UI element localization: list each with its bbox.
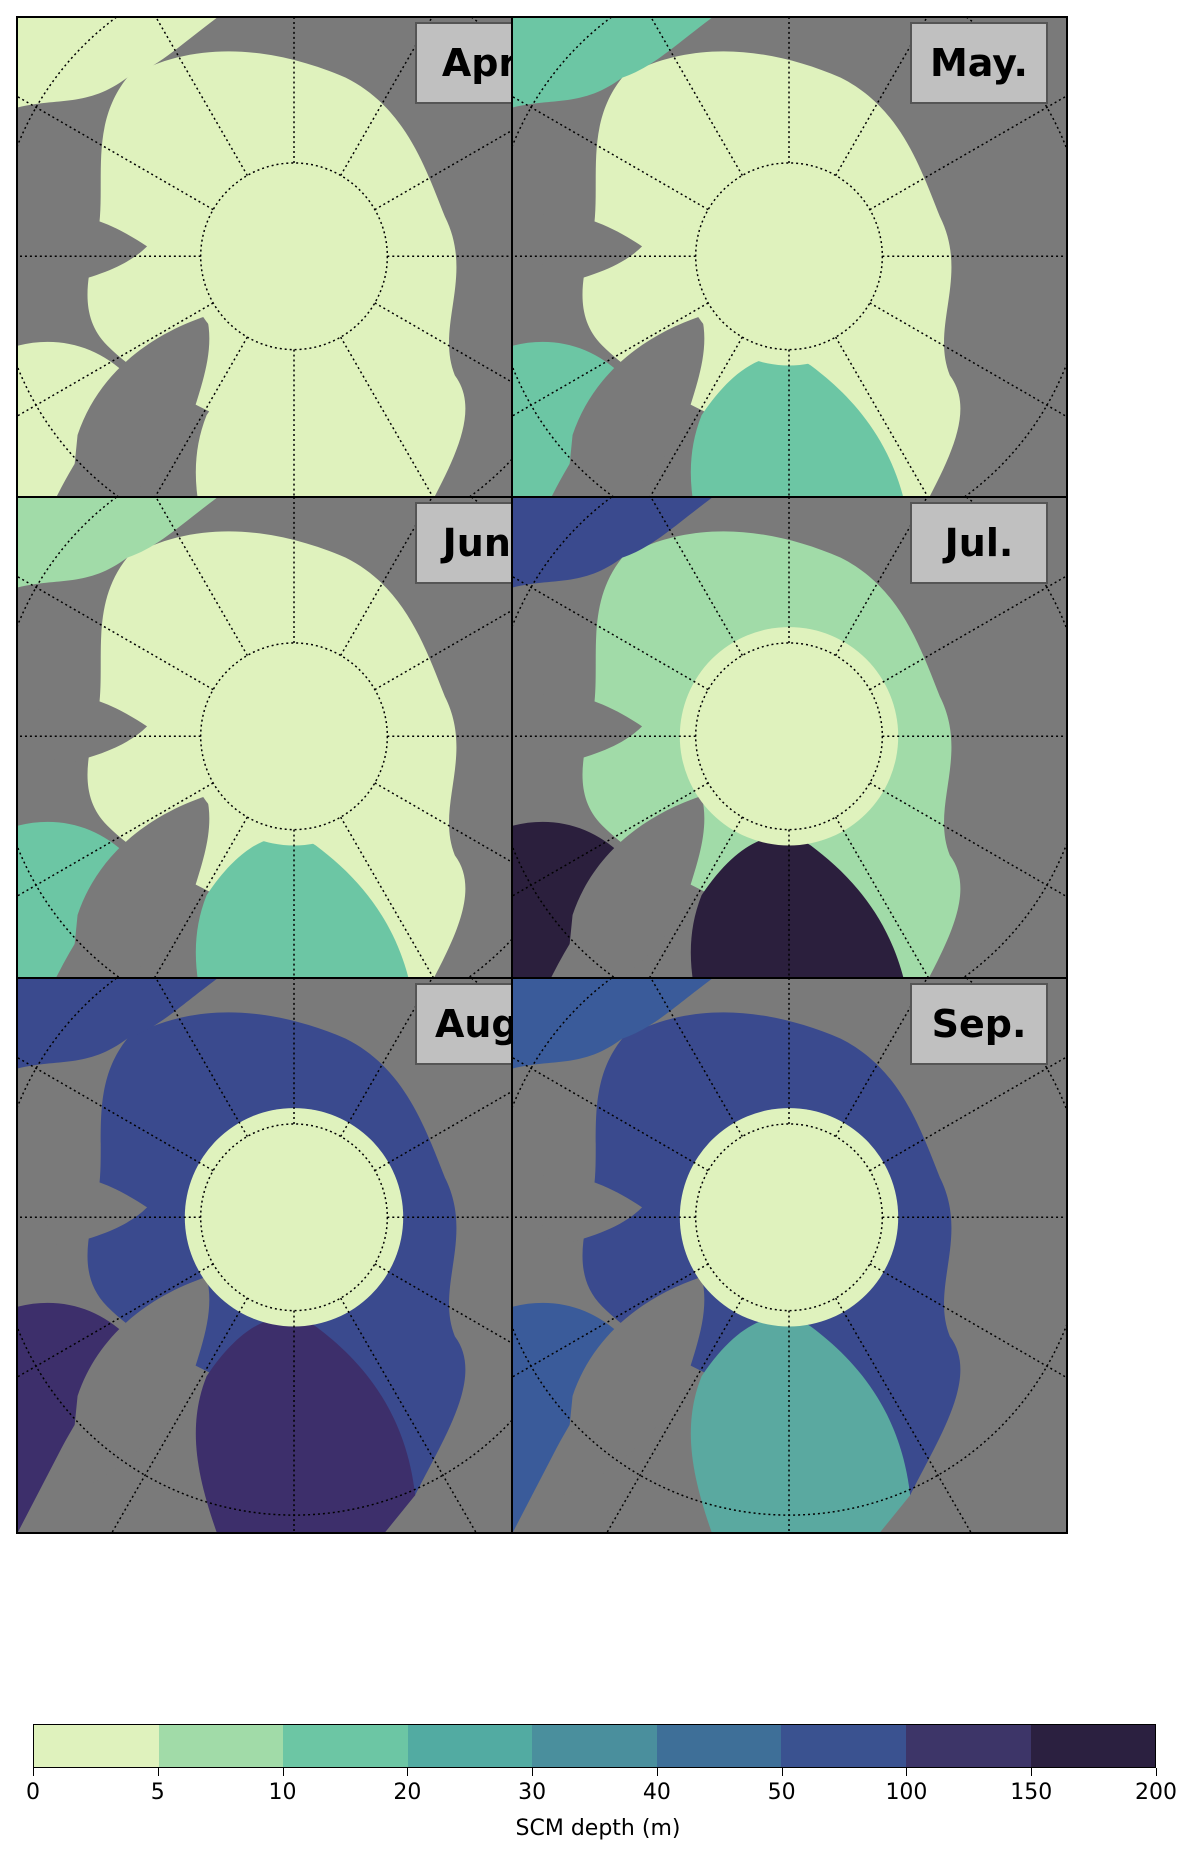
map-panel-jun: Jun. [16,496,573,1053]
greenland-land [67,1276,210,1496]
colorbar-tick [1156,1768,1157,1776]
map-panel-may: May. [511,16,1068,573]
map-panel-jul: Jul. [511,496,1068,1053]
pacific-sector [513,18,712,108]
atlantic-sector [690,1317,911,1532]
colorbar-segment [1030,1725,1156,1767]
map-panel-sep: Sep. [511,977,1068,1534]
month-label: Sep. [910,983,1048,1065]
central-arctic-basin [679,1108,899,1327]
map-panel-apr: Apr. [16,16,573,573]
colorbar-tick-label: 10 [268,1780,297,1805]
central-arctic-basin [679,147,899,366]
colorbar-tick [282,1768,284,1776]
colorbar-segment [532,1725,657,1767]
colorbar-tick [781,1768,783,1776]
colorbar-tick-label: 30 [518,1780,547,1805]
colorbar-segment [407,1725,533,1767]
month-label: Jul. [910,502,1048,584]
central-arctic-basin [679,627,899,846]
month-label: May. [910,22,1048,104]
colorbar-segment [158,1725,284,1767]
colorbar-tick-label: 200 [1135,1780,1177,1805]
arctic-map [18,979,571,1532]
greenland-land [562,1276,705,1496]
pacific-sector [513,979,712,1069]
central-arctic-basin [184,1108,404,1327]
colorbar-segment [283,1725,408,1767]
atlantic-sector [195,1317,416,1532]
colorbar-tick-label: 50 [767,1780,796,1805]
colorbar-segment [34,1725,159,1767]
colorbar-tick-label: 5 [150,1780,165,1805]
central-arctic-basin [184,627,404,846]
map-panel-aug: Aug. [16,977,573,1534]
arctic-map [513,498,1066,1051]
colorbar-tick-label: 20 [393,1780,422,1805]
colorbar [33,1724,1156,1768]
colorbar-segment [781,1725,906,1767]
colorbar-tick [532,1768,534,1776]
archipelago-land [37,1174,148,1248]
colorbar-label: SCM depth (m) [515,1816,681,1841]
colorbar-tick [1031,1768,1033,1776]
colorbar-tick [157,1768,159,1776]
colorbar-tick-label: 150 [1010,1780,1053,1805]
colorbar-tick [656,1768,658,1776]
greenland-land [562,315,705,535]
greenland-land [67,795,210,1015]
pacific-sector [513,498,712,588]
arctic-map [513,979,1066,1532]
pacific-sector [18,979,217,1069]
archipelago-land [37,693,148,767]
colorbar-tick-label: 0 [26,1780,40,1805]
pacific-sector [18,498,217,588]
archipelago-land [532,213,643,287]
archipelago-land [532,693,643,767]
greenland-land [562,795,705,1015]
colorbar-tick [407,1768,409,1776]
colorbar-segment [905,1725,1031,1767]
colorbar-segment [656,1725,782,1767]
archipelago-land [37,213,148,287]
archipelago-land [532,1174,643,1248]
colorbar-tick-label: 40 [642,1780,671,1805]
colorbar-tick-label: 100 [885,1780,928,1805]
central-arctic-basin [184,147,404,366]
colorbar-tick [33,1768,34,1776]
pacific-sector [18,18,217,108]
greenland-land [67,315,210,535]
colorbar-tick [906,1768,908,1776]
